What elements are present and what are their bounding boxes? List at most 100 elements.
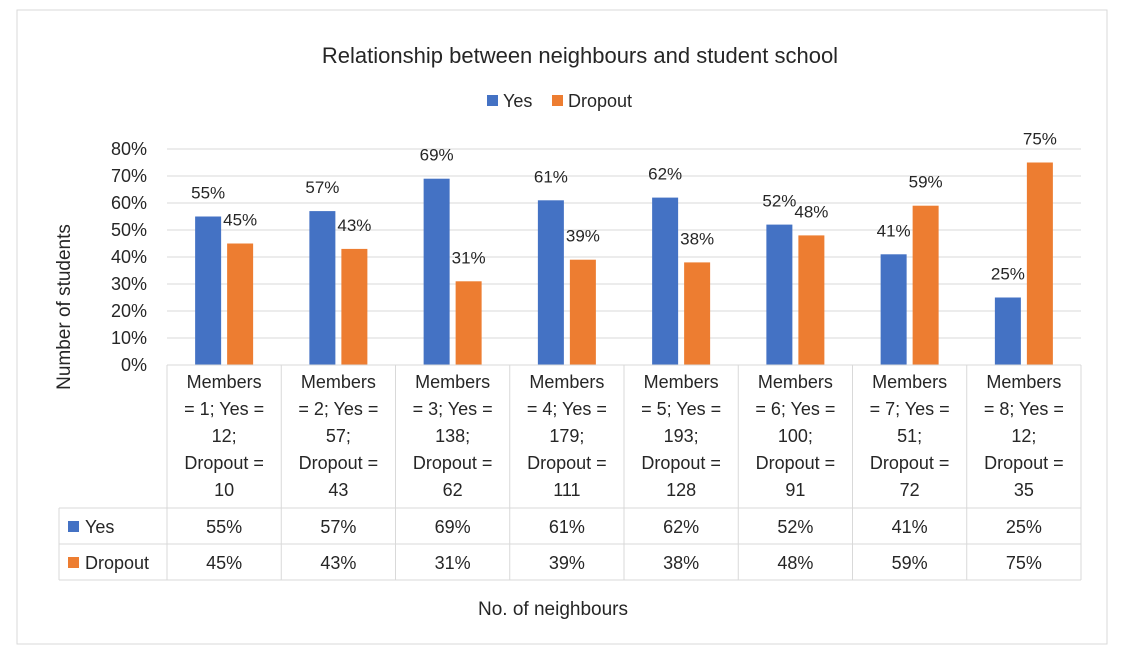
data-label-yes-1: 55% [191, 184, 225, 203]
data-label-yes-2: 57% [305, 178, 339, 197]
x-category-label-7: Members = 7; Yes = 51; Dropout = 72 [870, 372, 950, 500]
table-cell-dropout-7: 59% [892, 553, 928, 573]
x-category-label-line: 43 [328, 480, 348, 500]
x-category-label-line: = 3; Yes = [413, 399, 493, 419]
table-cell-yes-7: 41% [892, 517, 928, 537]
bar-yes-8 [994, 297, 1021, 365]
x-category-label-line: Members [529, 372, 604, 392]
x-category-label-line: 179; [549, 426, 584, 446]
bar-yes-4 [537, 200, 564, 365]
x-category-label-line: Members [872, 372, 947, 392]
table-cell-dropout-6: 48% [777, 553, 813, 573]
data-label-dropout-5: 38% [680, 229, 714, 248]
x-category-label-line: Dropout = [641, 453, 721, 473]
bar-yes-3 [423, 178, 450, 365]
data-label-yes-8: 25% [991, 265, 1025, 284]
x-category-label-line: = 8; Yes = [984, 399, 1064, 419]
x-category-label-3: Members = 3; Yes = 138; Dropout = 62 [413, 372, 493, 500]
x-category-label-line: 72 [900, 480, 920, 500]
table-cell-dropout-3: 31% [435, 553, 471, 573]
x-category-label-line: 62 [443, 480, 463, 500]
y-axis: 0% 10% 20% 30% 40% 50% 60% 70% 80% [111, 139, 147, 375]
data-label-yes-3: 69% [420, 146, 454, 165]
y-tick-label: 20% [111, 301, 147, 321]
table-row-header-0: Yes [85, 517, 114, 537]
bar-dropout-7 [912, 205, 939, 365]
bar-dropout-5 [684, 262, 711, 365]
x-axis-title: No. of neighbours [478, 599, 628, 620]
x-category-label-line: Members [644, 372, 719, 392]
x-category-label-line: 111 [553, 480, 580, 500]
legend-label-0: Yes [503, 91, 532, 111]
bar-dropout-3 [455, 281, 482, 365]
x-category-label-1: Members = 1; Yes = 12; Dropout = 10 [184, 372, 264, 500]
x-category-label-line: 128 [666, 480, 696, 500]
y-tick-label: 40% [111, 247, 147, 267]
table-cell-dropout-2: 43% [320, 553, 356, 573]
x-category-label-line: Dropout = [984, 453, 1064, 473]
bar-yes-7 [880, 254, 907, 365]
x-category-label-line: 51; [897, 426, 922, 446]
legend-swatch-0 [487, 95, 498, 106]
x-category-label-4: Members = 4; Yes = 179; Dropout = 111 [527, 372, 607, 500]
x-category-label-line: Members [301, 372, 376, 392]
table-cell-dropout-4: 39% [549, 553, 585, 573]
x-category-label-line: 57; [326, 426, 351, 446]
x-category-label-line: 35 [1014, 480, 1034, 500]
table-cell-dropout-8: 75% [1006, 553, 1042, 573]
x-category-label-line: Dropout = [527, 453, 607, 473]
x-category-label-8: Members = 8; Yes = 12; Dropout = 35 [984, 372, 1064, 500]
y-tick-label: 30% [111, 274, 147, 294]
data-label-dropout-3: 31% [452, 248, 486, 267]
bar-yes-2 [309, 211, 336, 365]
table-cell-dropout-1: 45% [206, 553, 242, 573]
table-legend-key-0 [68, 521, 79, 532]
bar-dropout-1 [227, 243, 254, 365]
y-tick-label: 10% [111, 328, 147, 348]
table-cell-dropout-5: 38% [663, 553, 699, 573]
data-label-yes-7: 41% [877, 221, 911, 240]
y-tick-label: 60% [111, 193, 147, 213]
bars [195, 162, 1053, 365]
x-category-label-line: 10 [214, 480, 234, 500]
legend: Yes Dropout [487, 91, 632, 111]
bar-dropout-2 [341, 248, 368, 365]
data-label-yes-6: 52% [762, 192, 796, 211]
bar-dropout-6 [798, 235, 825, 365]
x-category-label-line: 12; [212, 426, 237, 446]
y-tick-label: 70% [111, 166, 147, 186]
y-tick-label: 50% [111, 220, 147, 240]
x-category-label-line: = 2; Yes = [298, 399, 378, 419]
table-legend-key-1 [68, 557, 79, 568]
table-cell-yes-8: 25% [1006, 517, 1042, 537]
table-cell-yes-6: 52% [777, 517, 813, 537]
bar-yes-1 [195, 216, 222, 365]
x-category-label-line: Members [415, 372, 490, 392]
table-cell-yes-4: 61% [549, 517, 585, 537]
data-label-dropout-7: 59% [909, 173, 943, 192]
x-category-label-5: Members = 5; Yes = 193; Dropout = 128 [641, 372, 721, 500]
x-category-label-2: Members = 2; Yes = 57; Dropout = 43 [298, 372, 378, 500]
x-category-label-line: 138; [435, 426, 470, 446]
bar-dropout-4 [569, 259, 596, 365]
x-category-label-line: 193; [664, 426, 699, 446]
bar-data-labels: 55% 45% 57% 43% 69% 31% 61% 39% 62% 38% 52%48% 41% 5… [191, 130, 1057, 284]
y-axis-title: Number of students [54, 224, 75, 390]
legend-label-1: Dropout [568, 91, 632, 111]
x-category-label-line: Dropout = [413, 453, 493, 473]
data-label-yes-4: 61% [534, 167, 568, 186]
bar-dropout-8 [1026, 162, 1053, 365]
x-category-label-line: = 1; Yes = [184, 399, 264, 419]
data-label-dropout-4: 39% [566, 227, 600, 246]
y-tick-label: 80% [111, 139, 147, 159]
data-label-dropout-8: 75% [1023, 130, 1057, 149]
x-category-label-line: = 6; Yes = [755, 399, 835, 419]
x-category-label-line: 12; [1011, 426, 1036, 446]
data-label-dropout-6: 48% [794, 202, 828, 221]
legend-swatch-1 [552, 95, 563, 106]
table-cell-yes-3: 69% [435, 517, 471, 537]
x-category-label-line: Dropout = [870, 453, 950, 473]
x-category-label-line: Members [758, 372, 833, 392]
